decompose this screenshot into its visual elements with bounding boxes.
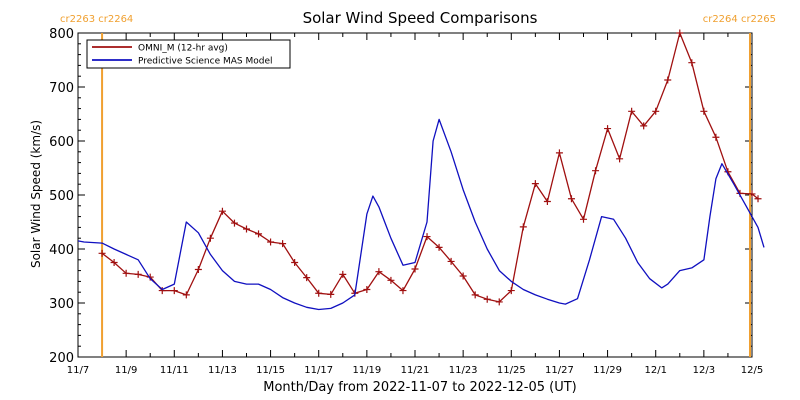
- x-tick-label: 11/27: [545, 365, 574, 376]
- data-point: [435, 243, 443, 251]
- x-tick-label: 11/15: [256, 365, 285, 376]
- y-tick-label: 600: [49, 135, 74, 150]
- series-layer: [77, 29, 765, 311]
- data-point: [543, 197, 551, 205]
- data-point: [158, 287, 166, 295]
- data-point: [194, 266, 202, 274]
- data-point: [531, 180, 539, 188]
- data-point: [676, 29, 684, 37]
- data-point: [411, 265, 419, 273]
- data-point: [447, 257, 455, 265]
- data-point: [580, 215, 587, 223]
- data-point: [315, 289, 323, 297]
- data-point: [567, 195, 575, 203]
- series-line-1: [77, 118, 765, 311]
- data-point: [399, 287, 407, 295]
- data-point: [303, 274, 311, 282]
- data-point: [459, 272, 467, 280]
- chart-title: Solar Wind Speed Comparisons: [303, 9, 538, 27]
- x-tick-label: 11/21: [401, 365, 430, 376]
- data-point: [664, 76, 672, 84]
- x-tick-label: 12/5: [741, 365, 763, 376]
- plot-frame: [77, 32, 753, 358]
- x-tick-label: 12/1: [644, 365, 666, 376]
- x-tick-label: 11/17: [304, 365, 333, 376]
- data-point: [230, 219, 238, 227]
- legend-entry: OMNI_M (12-hr avg): [138, 44, 228, 54]
- y-tick-label: 700: [49, 81, 74, 96]
- data-point: [267, 238, 275, 246]
- data-point: [712, 133, 720, 141]
- x-tick-label: 11/11: [160, 365, 189, 376]
- data-point: [555, 149, 563, 157]
- data-point: [754, 195, 762, 203]
- data-point: [182, 291, 190, 299]
- data-point: [423, 233, 431, 241]
- y-axis-label: Solar Wind Speed (km/s): [29, 120, 43, 268]
- data-point: [291, 259, 299, 266]
- x-tick-label: 12/3: [693, 365, 715, 376]
- legend-entry: Predictive Science MAS Model: [138, 57, 273, 67]
- data-point: [495, 298, 503, 306]
- data-point: [616, 155, 624, 163]
- data-point: [279, 240, 287, 248]
- x-tick-label: 11/7: [67, 365, 89, 376]
- data-point: [700, 107, 708, 115]
- data-point: [327, 290, 335, 298]
- x-axis-label: Month/Day from 2022-11-07 to 2022-12-05 …: [263, 380, 576, 395]
- y-tick-label: 500: [49, 189, 74, 204]
- data-point: [375, 268, 383, 276]
- data-point: [387, 276, 395, 284]
- data-point: [339, 270, 347, 278]
- legend: OMNI_M (12-hr avg) Predictive Science MAS…: [86, 39, 291, 69]
- y-tick-label: 400: [49, 243, 74, 258]
- data-point: [507, 287, 515, 295]
- carrington-markers: cr2263 cr2264 cr2264 cr2265: [60, 14, 776, 357]
- legend-box: [86, 39, 291, 69]
- data-point: [628, 107, 636, 115]
- y-tick-label: 200: [49, 351, 74, 366]
- data-point: [483, 295, 491, 303]
- carrington-label: cr2263 cr2264: [60, 14, 133, 25]
- data-point: [604, 125, 612, 133]
- data-point: [471, 291, 479, 299]
- data-point: [748, 190, 756, 198]
- carrington-label: cr2264 cr2265: [703, 14, 776, 25]
- x-tick-label: 11/9: [115, 365, 137, 376]
- x-tick-label: 11/13: [208, 365, 237, 376]
- y-tick-label: 800: [49, 27, 74, 42]
- x-tick-label: 11/25: [497, 365, 526, 376]
- axes: 200 300 400 500 600 700 800 11/7 11/9 11/11 11/13 1…: [49, 27, 763, 376]
- x-tick-label: 11/23: [449, 365, 478, 376]
- data-point: [640, 122, 648, 130]
- x-tick-label: 11/19: [352, 365, 381, 376]
- data-point: [592, 167, 600, 175]
- data-point: [206, 234, 214, 242]
- data-point: [134, 270, 142, 278]
- series-line-0: [101, 32, 759, 303]
- data-point: [110, 259, 118, 266]
- data-point: [122, 269, 130, 277]
- data-point: [218, 207, 226, 215]
- data-point: [688, 59, 696, 67]
- y-tick-label: 300: [49, 297, 74, 312]
- data-point: [363, 286, 371, 293]
- data-point: [519, 223, 527, 231]
- data-point: [98, 249, 106, 257]
- x-tick-label: 11/29: [593, 365, 622, 376]
- data-point: [255, 230, 263, 238]
- data-point: [652, 107, 660, 115]
- data-point: [170, 287, 178, 295]
- data-point: [243, 225, 250, 233]
